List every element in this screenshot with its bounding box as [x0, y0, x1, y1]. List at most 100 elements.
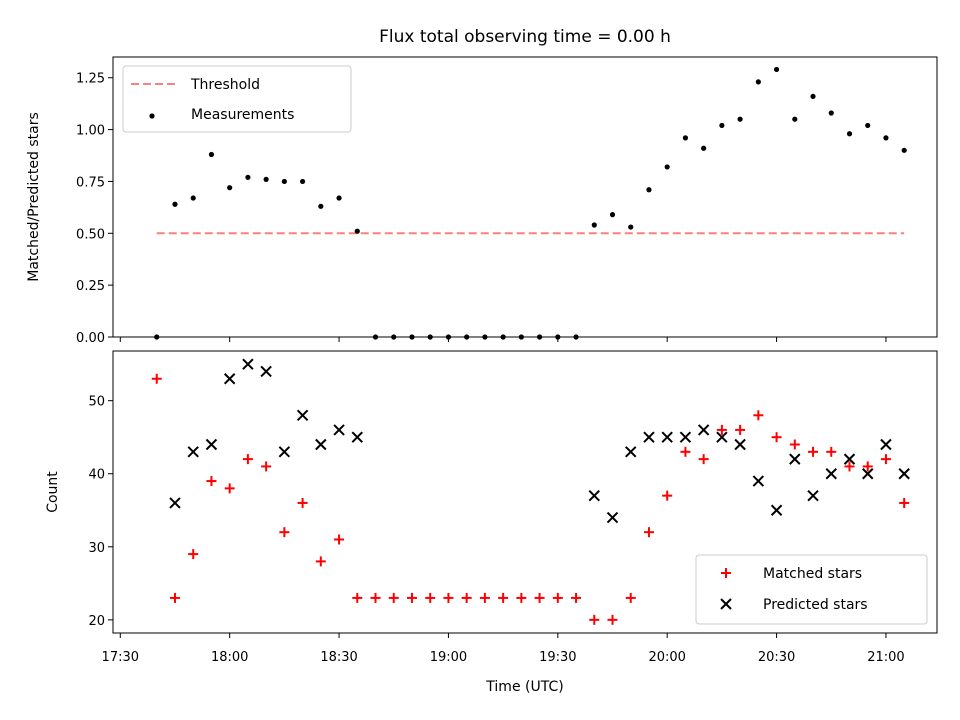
predicted-star-point — [588, 489, 600, 502]
predicted-star-point — [734, 438, 746, 451]
measurement-point — [172, 201, 178, 207]
x-axis-label: Time (UTC) — [485, 679, 563, 695]
predicted-star-point — [862, 468, 874, 480]
matched-star-point — [498, 592, 509, 603]
top-y-tick-label: 0.75 — [76, 175, 105, 190]
measurement-point — [682, 135, 689, 141]
measurement-point — [883, 135, 889, 141]
matched-star-point — [188, 549, 199, 560]
legend-predicted-label: Predicted stars — [763, 597, 868, 613]
top-legend-box — [122, 65, 352, 133]
predicted-star-point — [333, 424, 345, 436]
matched-star-point — [443, 592, 454, 603]
matched-star-point — [206, 476, 217, 487]
bottom-y-tick-label: 20 — [88, 614, 105, 629]
legend-measurements-swatch — [149, 113, 155, 119]
matched-star-point — [899, 497, 910, 508]
matched-star-point — [552, 592, 563, 603]
predicted-star-point — [697, 424, 710, 436]
measurement-point — [591, 222, 597, 228]
top-y-axis-label: Matched/Predicted stars — [26, 112, 42, 282]
predicted-star-point — [625, 446, 637, 458]
matched-star-point — [479, 592, 490, 603]
measurement-point — [227, 185, 233, 191]
measurement-point — [646, 187, 652, 193]
measurement-point — [828, 110, 834, 116]
top-panel: 0.00 0.25 0.50 0.75 1.00 1.25 Matched/Predict… — [26, 56, 938, 346]
top-plot-area — [154, 66, 907, 340]
matched-star-point — [352, 592, 363, 603]
bottom-y-tick-label: 50 — [88, 395, 105, 410]
x-tick-label: 20:00 — [648, 650, 685, 665]
matched-star-point — [169, 592, 180, 603]
bottom-legend-box — [695, 554, 928, 625]
bottom-y-tick-label: 30 — [88, 541, 105, 556]
matched-star-point — [808, 446, 819, 457]
matched-star-point — [771, 432, 782, 443]
measurement-point — [208, 151, 215, 158]
matched-star-point — [680, 446, 691, 457]
predicted-star-point — [278, 446, 291, 458]
predicted-star-point — [643, 431, 655, 443]
matched-star-point — [735, 424, 746, 435]
matched-star-point — [279, 527, 290, 538]
matched-star-point — [844, 461, 855, 472]
matched-star-point — [753, 410, 764, 421]
legend-threshold-label: Threshold — [190, 77, 260, 93]
measurement-point — [865, 122, 871, 129]
top-y-tick-label: 0.50 — [76, 227, 105, 242]
matched-star-point — [224, 483, 235, 494]
matched-star-point — [789, 439, 800, 450]
predicted-star-point — [169, 497, 181, 509]
measurement-point — [245, 174, 251, 180]
matched-star-point — [862, 461, 873, 472]
top-y-ticks: 0.00 0.25 0.50 0.75 1.00 1.25 — [76, 72, 113, 346]
predicted-star-point — [843, 453, 856, 465]
measurement-point — [755, 79, 761, 85]
legend-predicted-swatch — [720, 598, 732, 610]
top-x-ticks — [119, 337, 887, 342]
predicted-star-point — [825, 468, 837, 480]
matched-star-point — [662, 490, 673, 501]
bottom-y-ticks: 20 30 40 50 — [88, 395, 113, 629]
measurement-point — [773, 66, 780, 73]
predicted-star-point — [606, 511, 619, 524]
legend-matched-label: Matched stars — [763, 566, 862, 582]
predicted-star-point — [242, 358, 254, 370]
predicted-star-point — [752, 475, 765, 487]
matched-star-point — [534, 592, 545, 603]
measurement-point — [190, 195, 196, 201]
x-tick-label: 18:30 — [320, 650, 357, 665]
measurement-point — [354, 228, 360, 234]
matched-star-point — [589, 614, 600, 625]
predicted-star-point — [716, 431, 728, 443]
matched-star-point — [571, 592, 582, 603]
bottom-panel: 20 30 40 50 17:30 18:00 18:30 19:00 19:30 20:00 2… — [45, 350, 938, 695]
top-y-tick-label: 0.25 — [76, 279, 105, 294]
predicted-star-point — [807, 489, 819, 502]
matched-star-point — [607, 614, 618, 625]
x-tick-label: 19:00 — [430, 650, 467, 665]
matched-star-point — [516, 592, 527, 603]
matched-star-point — [826, 446, 837, 457]
predicted-star-point — [315, 438, 327, 451]
measurement-point — [299, 178, 306, 185]
matched-star-point — [425, 592, 436, 603]
legend-measurements-label: Measurements — [191, 107, 294, 123]
predicted-star-point — [661, 431, 673, 443]
matched-star-point — [297, 497, 308, 508]
measurement-point — [810, 93, 816, 100]
measurement-point — [664, 164, 670, 170]
chart-title: Flux total observing time = 0.00 h — [379, 27, 671, 47]
predicted-star-point — [187, 446, 199, 458]
x-tick-label: 20:30 — [758, 650, 795, 665]
matched-star-point — [334, 534, 345, 545]
bottom-legend: Matched stars Predicted stars — [695, 554, 928, 625]
matched-star-point — [151, 373, 162, 384]
measurement-point — [281, 178, 287, 185]
matched-star-point — [315, 556, 326, 567]
predicted-star-point — [770, 504, 783, 516]
matched-star-point — [643, 527, 654, 538]
x-tick-label: 21:00 — [867, 650, 904, 665]
